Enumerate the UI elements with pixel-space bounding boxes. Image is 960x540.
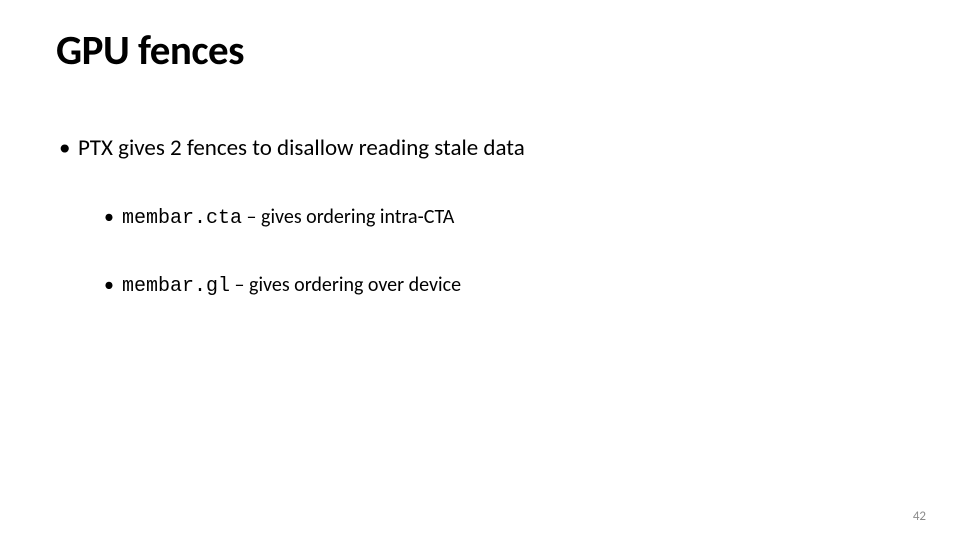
bullet-item-l2-gl: membar.gl – gives ordering over device bbox=[78, 272, 904, 300]
bullet-text-l2a: – gives ordering intra-CTA bbox=[242, 205, 454, 229]
bullet-text-l1: PTX gives 2 fences to disallow reading s… bbox=[78, 134, 525, 162]
bullet-text-l2b: – gives ordering over device bbox=[230, 273, 461, 297]
bullet-item-l1: PTX gives 2 fences to disallow reading s… bbox=[56, 133, 904, 300]
code-membar-cta: membar.cta bbox=[122, 207, 242, 230]
page-number: 42 bbox=[913, 509, 926, 524]
slide-container: GPU fences PTX gives 2 fences to disallo… bbox=[0, 0, 960, 540]
bullet-item-l2-cta: membar.cta – gives ordering intra-CTA bbox=[78, 204, 904, 232]
code-membar-gl: membar.gl bbox=[122, 275, 230, 298]
slide-title: GPU fences bbox=[56, 28, 904, 75]
bullet-list-level1: PTX gives 2 fences to disallow reading s… bbox=[56, 133, 904, 300]
bullet-list-level2: membar.cta – gives ordering intra-CTA me… bbox=[78, 204, 904, 300]
